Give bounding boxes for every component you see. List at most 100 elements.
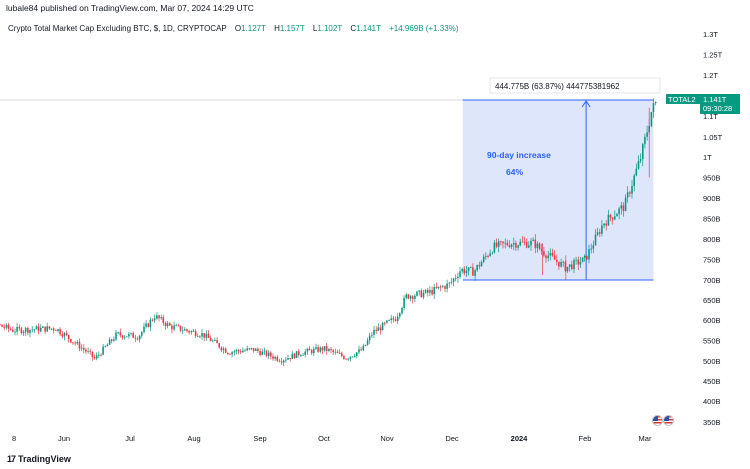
candle-body <box>439 286 442 288</box>
measure-range-box <box>462 100 654 280</box>
candle-body <box>222 348 225 351</box>
candle-body <box>381 322 384 331</box>
candle-body <box>306 348 309 352</box>
candle-body <box>321 347 324 351</box>
candle-body <box>216 340 218 344</box>
candle-body <box>304 351 306 355</box>
candle-body <box>435 287 438 289</box>
last-price-tag <box>700 94 740 114</box>
low-value: 1.102T <box>317 24 343 33</box>
candle-body <box>480 261 483 267</box>
price-tick-label: 800B <box>703 235 721 244</box>
candle-body <box>510 244 513 247</box>
candle-body <box>431 290 433 295</box>
time-tick-label: 2024 <box>511 434 529 443</box>
price-tick-label: 850B <box>703 215 721 224</box>
candle-body <box>274 356 276 359</box>
candle-body <box>160 317 162 319</box>
candle-body <box>532 239 534 241</box>
candle-body <box>652 103 655 112</box>
candle-body <box>141 332 143 336</box>
candle-body <box>592 245 595 249</box>
candle-body <box>205 333 208 338</box>
candle-body <box>362 345 365 351</box>
candle-body <box>298 351 300 356</box>
price-chart[interactable]: 444.775B (63.87%) 444775381962 90-day inc… <box>0 14 750 449</box>
us-flag-icon[interactable] <box>652 415 663 426</box>
candle-body <box>282 360 285 363</box>
candle-body <box>519 241 521 246</box>
candle-body <box>93 357 96 359</box>
candle-body <box>637 161 640 169</box>
candle-body <box>65 333 68 335</box>
candle-body <box>525 241 528 248</box>
candle-body <box>214 340 216 341</box>
us-flag-icon[interactable] <box>663 415 674 426</box>
candle-body <box>325 346 328 351</box>
candle-body <box>203 333 205 338</box>
candle-body <box>588 249 590 260</box>
candle-body <box>207 333 210 338</box>
candle-body <box>508 245 511 247</box>
candle-body <box>573 260 575 270</box>
candle-body <box>614 216 616 220</box>
candle-body <box>78 342 81 349</box>
candle-body <box>12 329 14 332</box>
price-scale[interactable]: 1.3T 1.25T 1.2T 1.1T 1.05T 1T 950B 900B 850B 800B… <box>666 30 740 427</box>
candle-body <box>9 328 12 330</box>
candle-body <box>14 331 16 333</box>
candle-body <box>115 332 117 340</box>
candle-body <box>7 324 10 329</box>
candle-body <box>255 348 257 351</box>
candle-body <box>620 205 623 209</box>
measure-tool[interactable] <box>0 99 654 281</box>
price-tick-label: 400B <box>703 397 721 406</box>
candle-body <box>540 248 543 252</box>
candle-body <box>87 350 89 352</box>
candle-body <box>622 205 625 211</box>
candle-body <box>377 327 380 331</box>
candle-body <box>233 351 236 353</box>
time-tick-label: Dec <box>445 434 459 443</box>
price-tick-label: 900B <box>703 194 721 203</box>
candle-body <box>459 271 461 277</box>
price-tick-label: 950B <box>703 174 721 183</box>
price-tick-label: 350B <box>703 418 721 427</box>
price-tick-label: 1T <box>703 153 712 162</box>
candle-body <box>280 361 283 363</box>
candle-body <box>553 255 556 260</box>
candle-body <box>0 324 1 326</box>
tradingview-brand: TradingView <box>18 454 71 464</box>
candle-body <box>416 291 418 296</box>
candle-body <box>181 330 184 332</box>
time-scale[interactable]: 8 Jun Jul Aug Sep Oct Nov Dec 2024 Feb Mar <box>12 434 652 443</box>
candle-body <box>199 336 201 338</box>
price-tick-label: 500B <box>703 357 721 366</box>
candle-body <box>596 232 599 235</box>
candle-body <box>336 351 339 353</box>
candle-body <box>405 294 408 298</box>
candle-body <box>386 320 388 323</box>
candle-body <box>543 251 545 256</box>
candle-body <box>448 282 451 284</box>
candle-body <box>478 265 481 267</box>
candle-body <box>16 326 18 332</box>
tradingview-logo[interactable]: 17 TradingView <box>7 454 71 464</box>
candle-body <box>3 326 5 328</box>
candle-body <box>136 338 139 340</box>
candle-body <box>390 318 392 320</box>
candle-body <box>138 335 141 340</box>
candle-body <box>287 358 289 360</box>
candle-body <box>76 342 79 344</box>
candle-body <box>106 344 109 347</box>
candle-body <box>209 338 212 342</box>
candle-body <box>586 255 588 260</box>
candle-body <box>227 352 229 354</box>
candle-body <box>128 333 130 337</box>
candle-body <box>334 351 337 353</box>
candle-body <box>313 348 315 354</box>
price-tick-label: 1.3T <box>703 30 718 39</box>
candle-body <box>437 286 440 289</box>
footer: 17 TradingView <box>0 449 750 469</box>
candle-body <box>22 331 25 334</box>
